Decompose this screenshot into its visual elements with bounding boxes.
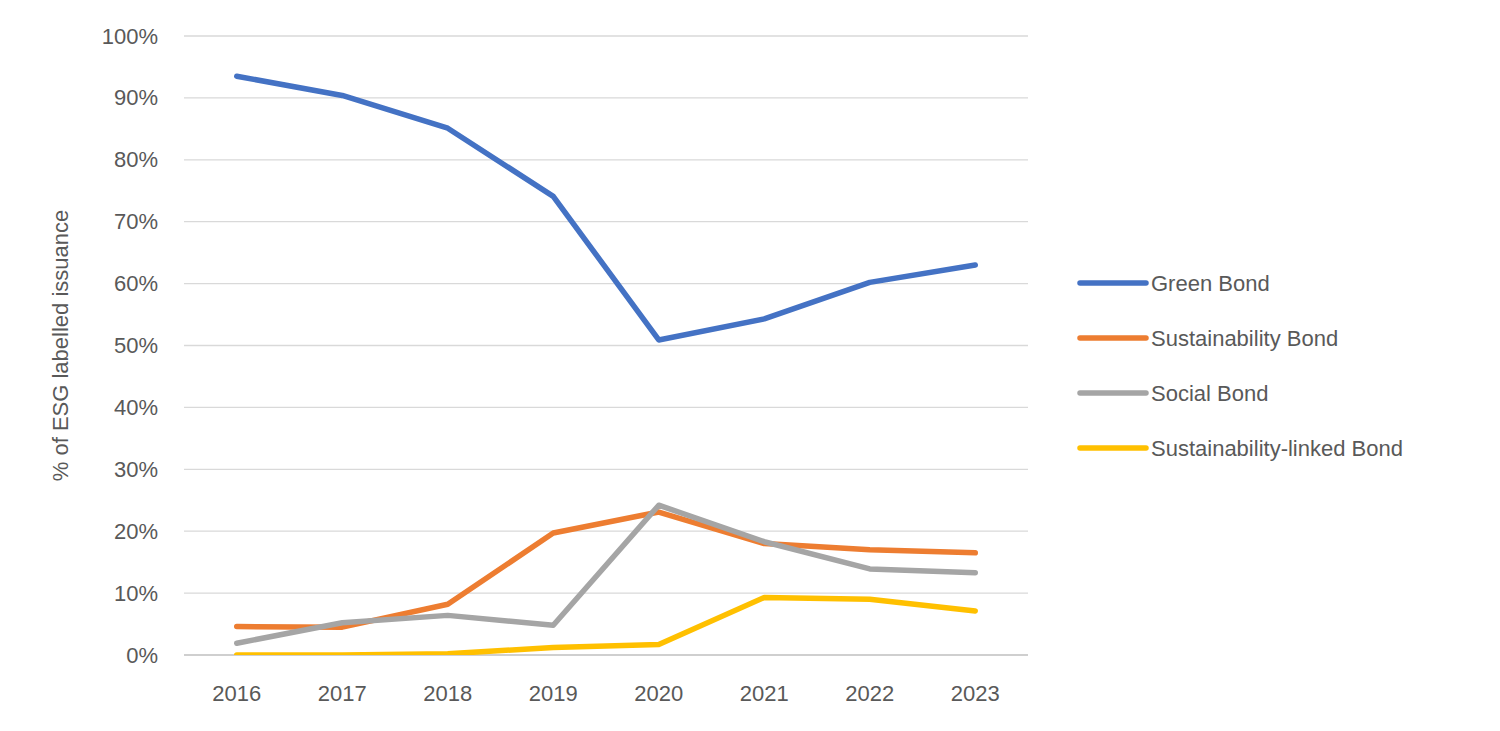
y-tick-label: 0% <box>126 643 158 668</box>
series-lines <box>237 76 976 655</box>
y-tick-label: 80% <box>114 147 158 172</box>
x-tick-label: 2019 <box>529 681 578 706</box>
grid-line <box>184 159 1028 160</box>
chart: 0% 10% 20% 30% 40% 50% 60% 70% 80% 90% 100% 2016 201… <box>0 0 1500 731</box>
legend-key <box>1080 390 1146 396</box>
grid-line <box>184 469 1028 470</box>
grid-line <box>184 97 1028 98</box>
legend-label: Green Bond <box>1151 271 1270 296</box>
series-line <box>237 76 976 340</box>
grid-line <box>184 35 1028 36</box>
y-tick-label: 40% <box>114 395 158 420</box>
y-tick-label: 50% <box>114 333 158 358</box>
y-tick-label: 60% <box>114 271 158 296</box>
x-tick-label: 2017 <box>318 681 367 706</box>
x-tick-label: 2023 <box>951 681 1000 706</box>
grid-line <box>184 531 1028 532</box>
grid-line <box>184 221 1028 222</box>
series-line <box>237 505 976 643</box>
x-tick-label: 2018 <box>423 681 472 706</box>
grid-line <box>184 345 1028 346</box>
y-tick-label: 20% <box>114 519 158 544</box>
legend-label: Sustainability-linked Bond <box>1151 436 1403 461</box>
y-tick-label: 30% <box>114 457 158 482</box>
y-tick-label: 10% <box>114 581 158 606</box>
x-tick-label: 2022 <box>845 681 894 706</box>
grid-line <box>184 407 1028 408</box>
legend-key <box>1080 335 1146 341</box>
x-tick-label: 2021 <box>740 681 789 706</box>
x-tick-label: 2016 <box>212 681 261 706</box>
legend-label: Sustainability Bond <box>1151 326 1338 351</box>
grid-line <box>184 592 1028 593</box>
series-line <box>237 597 976 655</box>
y-axis-title: % of ESG labelled issuance <box>48 210 73 482</box>
legend-label: Social Bond <box>1151 381 1268 406</box>
y-tick-label: 100% <box>102 24 158 49</box>
x-tick-label: 2020 <box>634 681 683 706</box>
legend: Green Bond Sustainability Bond Social Bond… <box>1080 271 1403 461</box>
grid-line <box>184 283 1028 284</box>
legend-key <box>1080 445 1146 451</box>
y-grid <box>184 36 1028 655</box>
y-tick-label: 70% <box>114 209 158 234</box>
y-tick-label: 90% <box>114 85 158 110</box>
legend-key <box>1080 280 1146 286</box>
